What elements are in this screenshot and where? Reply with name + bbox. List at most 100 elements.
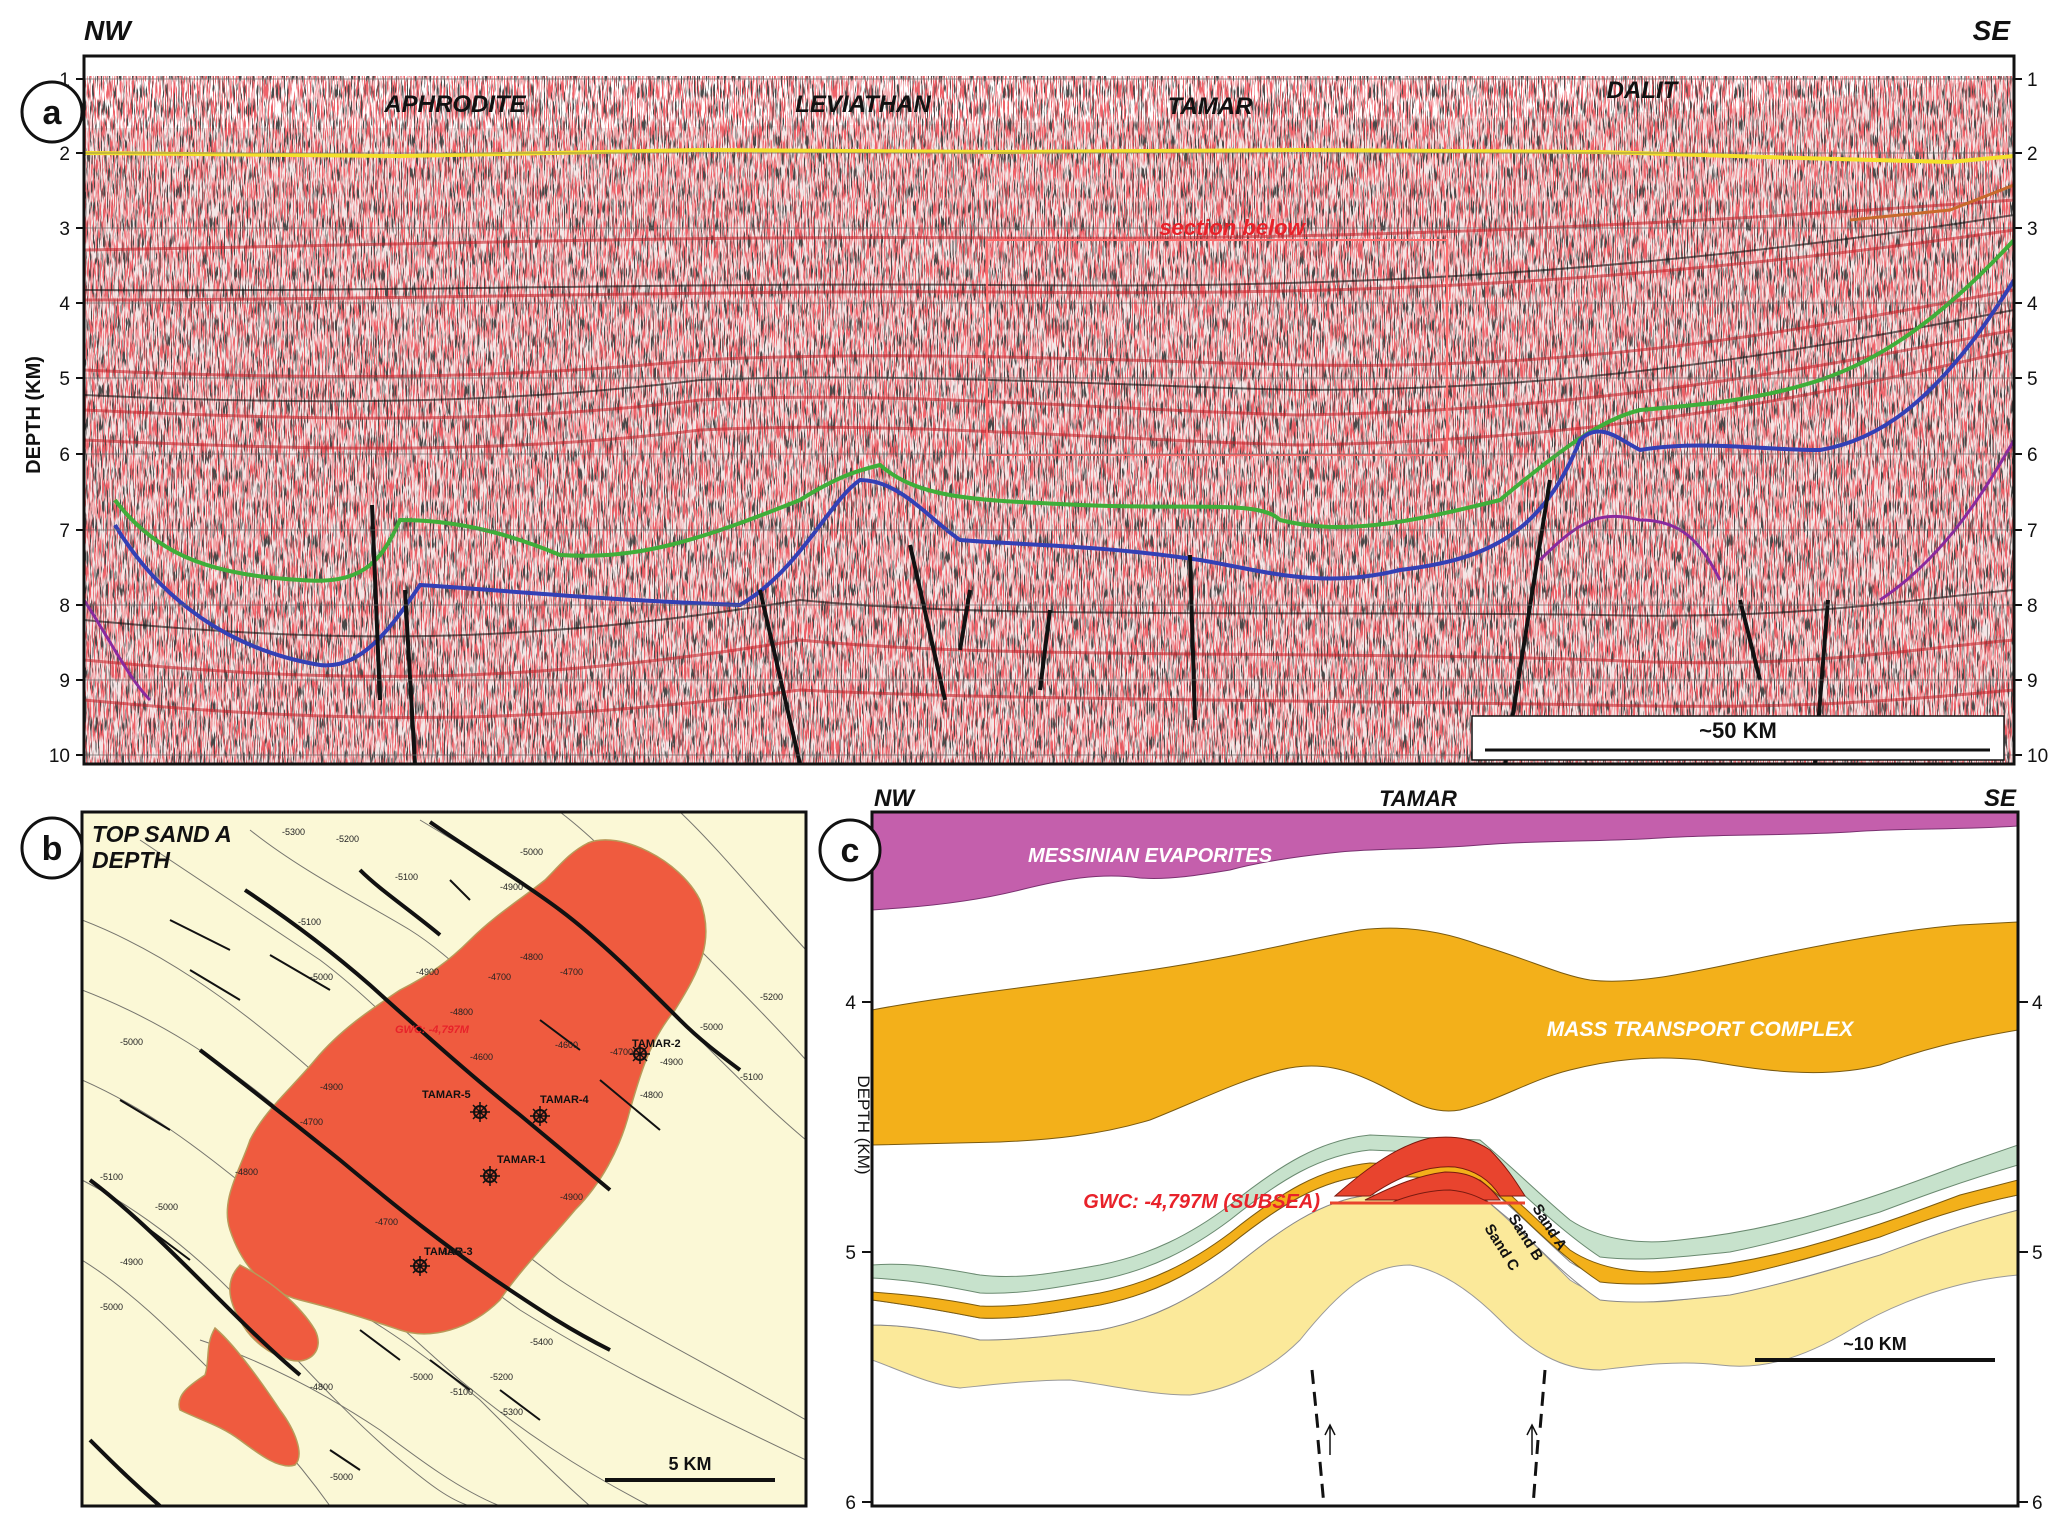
contour-label: -5200	[336, 834, 359, 844]
panel-b-title-line1: TOP SAND A	[92, 821, 232, 847]
scale-bar-a: ~50 KM	[1471, 715, 2005, 761]
panel-a-letter: a	[43, 94, 63, 132]
depth-tick-c-left: 4	[845, 993, 856, 1014]
contour-label: -5000	[330, 1472, 353, 1482]
gwc-label-c: GWC: -4,797M (SUBSEA)	[1083, 1191, 1320, 1213]
depth-tick-a-left: 2	[59, 144, 70, 165]
sand-a-closure-sw	[178, 1326, 300, 1467]
contour-label: -5400	[530, 1337, 553, 1347]
gwc-label-b: GWC: -4,797M	[395, 1024, 470, 1036]
scale-bar-c: ~10 KM	[1755, 1334, 1995, 1362]
seismic-section	[84, 76, 2014, 764]
orient-se-a: SE	[1973, 15, 2012, 46]
depth-tick-a-left: 1	[59, 70, 70, 91]
depth-tick-a-right: 4	[2027, 294, 2038, 315]
depth-tick-a-right: 10	[2027, 746, 2048, 767]
orient-se-c: SE	[1984, 785, 2017, 812]
depth-tick-a-left: 10	[49, 746, 70, 767]
orient-nw-a: NW	[84, 15, 133, 46]
contour-label: -4900	[320, 1082, 343, 1092]
depth-tick-a-right: 3	[2027, 219, 2038, 240]
depth-ticks-a	[76, 78, 2022, 756]
contour-label: -5000	[410, 1372, 433, 1382]
depth-labels-left-a: 1 2 3 4 5 6 7 8 9 10	[49, 70, 71, 767]
contour-label: -4900	[560, 1192, 583, 1202]
panel-b-badge	[20, 816, 84, 880]
contour-label: -4800	[235, 1167, 258, 1177]
depth-tick-a-left: 9	[59, 671, 70, 692]
contour-label: -4800	[310, 1382, 333, 1392]
depth-tick-a-right: 8	[2027, 596, 2038, 617]
depth-tick-a-left: 3	[59, 219, 70, 240]
horizon-purple	[84, 439, 2014, 702]
contour-label: -5300	[282, 827, 305, 837]
contour-label: -5100	[100, 1172, 123, 1182]
panel-a: 1 2 3 4 5 6 7 8 9 10 1 2 3 4 5 6 7 8 9 1…	[20, 15, 2048, 767]
well-label: TAMAR-4	[540, 1094, 590, 1106]
contour-label: -4700	[488, 972, 511, 982]
wells: TAMAR-2 TAMAR-5 TAMAR-4 TAMAR-1 TAMAR-3	[410, 1038, 681, 1276]
panel-b: -5300 -5200 -5100 -5000 -4900 -4800 -470…	[20, 810, 808, 1508]
contour-label: -4900	[416, 967, 439, 977]
horizon-yellow	[84, 147, 2014, 165]
depth-ticks-c	[862, 1001, 2028, 1503]
panel-c-badge	[818, 818, 882, 882]
panel-b-title-line2: DEPTH	[92, 847, 170, 873]
contour-label: -5200	[760, 992, 783, 1002]
contour-label: -4700	[560, 967, 583, 977]
contour-label: -5100	[740, 1072, 763, 1082]
field-label-aphrodite: APHRODITE	[383, 91, 526, 118]
gas-cap-sand-c	[1389, 1189, 1491, 1204]
depth-labels-c: 4 5 6 4 5 6	[845, 993, 2043, 1514]
contour-label: -5100	[298, 917, 321, 927]
depth-tick-c-right: 6	[2032, 1493, 2043, 1514]
depth-tick-c-right: 4	[2032, 993, 2043, 1014]
contour-label: -4800	[640, 1090, 663, 1100]
contour-label: -4900	[500, 882, 523, 892]
faults-panel-a	[370, 479, 1830, 764]
depth-tick-a-right: 6	[2027, 445, 2038, 466]
well-label: TAMAR-1	[497, 1154, 546, 1166]
well-tamar-3: TAMAR-3	[410, 1246, 473, 1276]
section-below-label: section below	[1159, 215, 1306, 240]
depth-axis-label-a: DEPTH (KM)	[23, 356, 45, 474]
panel-c-frame	[870, 810, 2020, 1508]
panel-a-frame	[82, 54, 2016, 766]
mtc-label: MASS TRANSPORT COMPLEX	[1547, 1018, 1855, 1041]
contour-label: -4600	[440, 1247, 463, 1257]
depth-tick-a-left: 8	[59, 596, 70, 617]
well-tamar-1: TAMAR-1	[480, 1154, 546, 1186]
contour-label: -4700	[375, 1217, 398, 1227]
contour-label: -4800	[450, 1007, 473, 1017]
field-label-leviathan: LEVIATHAN	[795, 91, 931, 118]
contour-label: -4900	[120, 1257, 143, 1267]
contour-label: -5000	[700, 1022, 723, 1032]
gas-cap-sand-a	[1333, 1136, 1526, 1197]
scale-bar-b-label: 5 KM	[668, 1454, 711, 1474]
contour-label: -5200	[490, 1372, 513, 1382]
panel-b-frame	[80, 810, 808, 1508]
contour-label: -4700	[300, 1117, 323, 1127]
contour-label: -4800	[520, 952, 543, 962]
contour-label: -5000	[520, 847, 543, 857]
depth-tick-a-right: 7	[2027, 521, 2038, 542]
well-label: TAMAR-3	[424, 1246, 473, 1258]
horizon-green	[113, 238, 2014, 583]
contour-labels: -5300 -5200 -5100 -5000 -4900 -4800 -470…	[100, 827, 783, 1482]
contour-label: -5100	[450, 1387, 473, 1397]
depth-tick-a-right: 9	[2027, 671, 2038, 692]
orient-nw-c: NW	[874, 785, 916, 812]
depth-tick-a-right: 1	[2027, 70, 2038, 91]
section-below-box	[986, 239, 1448, 456]
depth-tick-a-left: 7	[59, 521, 70, 542]
well-label: TAMAR-2	[632, 1038, 681, 1050]
scale-bar-b: 5 KM	[605, 1454, 775, 1482]
horizon-orange	[1849, 183, 2014, 222]
contour-label: -4900	[660, 1057, 683, 1067]
minor-faults-b	[119, 879, 661, 1471]
depth-tick-a-left: 4	[59, 294, 70, 315]
messinian-evaporites	[872, 812, 2018, 911]
major-faults-b	[88, 820, 742, 1506]
well-tamar-2: TAMAR-2	[630, 1038, 681, 1064]
